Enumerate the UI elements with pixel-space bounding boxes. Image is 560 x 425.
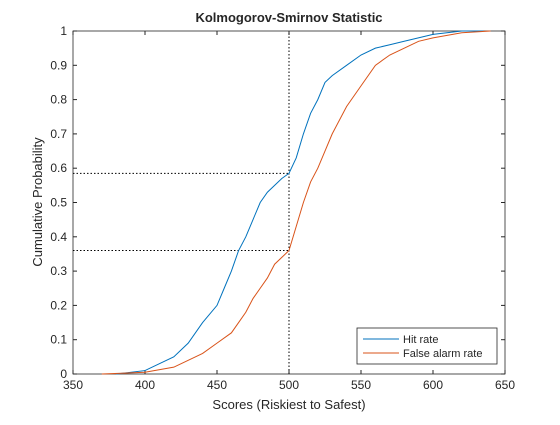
x-axis-label: Scores (Riskiest to Safest) [212,397,365,412]
x-tick-label: 550 [351,378,371,392]
line-series [101,30,491,375]
legend-label: False alarm rate [403,348,482,360]
y-tick-label: 0.3 [50,264,67,278]
x-tick-label: 400 [135,378,155,392]
y-axis-label: Cumulative Probability [30,137,45,267]
x-tick-label: 450 [207,378,227,392]
y-tick-label: 0.4 [50,230,67,244]
legend-box [356,327,498,365]
y-tick-label: 0.5 [50,196,67,210]
y-tick-label: 0 [60,367,67,381]
y-tick-label: 0.1 [50,333,67,347]
x-tick-label: 650 [495,378,515,392]
y-tick-label: 0.9 [50,58,67,72]
x-tick-label: 600 [423,378,443,392]
chart-title: Kolmogorov-Smirnov Statistic [195,10,382,25]
legend-label: Hit rate [403,334,438,346]
y-tick-label: 0.6 [50,161,67,175]
x-tick-label: 350 [63,378,83,392]
y-tick-label: 0.8 [50,93,67,107]
y-tick-label: 1 [60,24,67,38]
x-tick-label: 500 [279,378,299,392]
line-series [116,30,484,375]
y-tick-label: 0.7 [50,127,67,141]
y-tick-label: 0.2 [50,298,67,312]
